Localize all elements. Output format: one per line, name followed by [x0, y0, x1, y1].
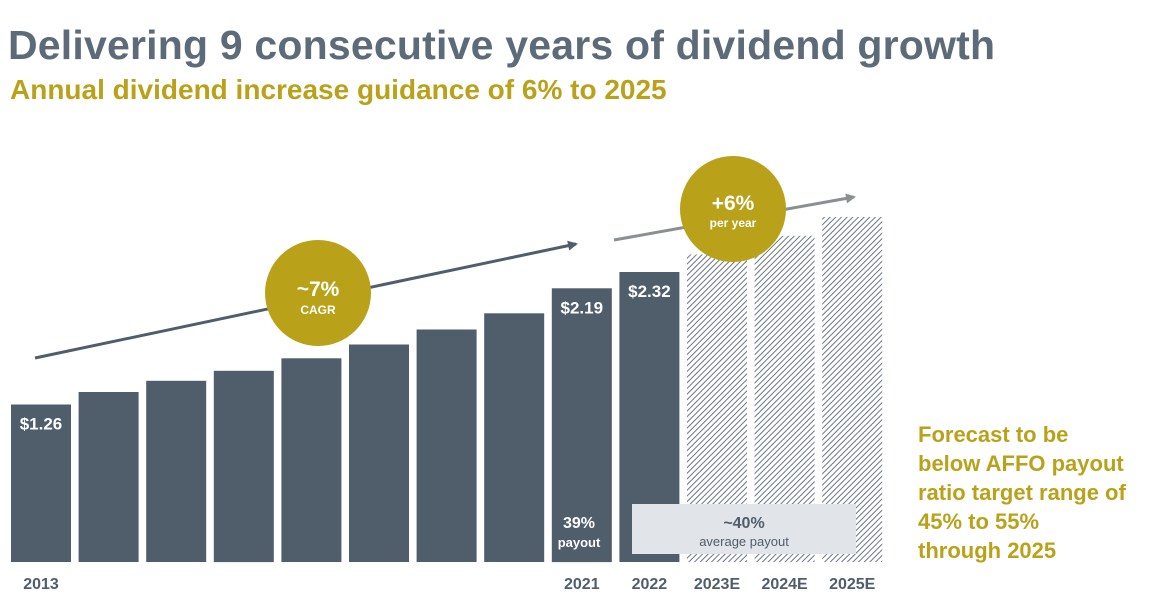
cagr-value: ~7%	[297, 278, 340, 301]
x-tick-label: 2022	[632, 576, 668, 593]
cagr-badge-circle	[265, 240, 371, 346]
forecast-note-line: 45% to 55%	[918, 509, 1040, 534]
x-tick-label: 2024E	[761, 576, 808, 593]
bar-2019	[416, 329, 477, 562]
slide-subtitle: Annual dividend increase guidance of 6% …	[10, 74, 667, 105]
forecast-note-line: Forecast to be	[918, 422, 1069, 447]
bar-2016	[213, 370, 274, 563]
payout-2021-label: payout	[558, 535, 601, 550]
x-tick-label: 2023E	[694, 576, 741, 593]
cagr-label: CAGR	[300, 303, 336, 317]
forecast-note-line: below AFFO payout	[918, 451, 1124, 476]
bar-2020	[484, 313, 545, 562]
x-tick-label: 2025E	[829, 576, 876, 593]
slide-title: Delivering 9 consecutive years of divide…	[8, 22, 996, 68]
forecast-note: Forecast to be below AFFO payout ratio t…	[918, 420, 1168, 565]
payout-2021-value: 39%	[563, 515, 595, 532]
growth-badge: +6% per year	[680, 156, 786, 262]
forecast-note-line: ratio target range of	[918, 480, 1126, 505]
bar-2018	[349, 344, 409, 562]
avg-payout-box-bg	[632, 504, 856, 554]
growth-value: +6%	[712, 192, 755, 215]
bar-value-label: $1.26	[20, 415, 63, 434]
growth-label: per year	[710, 216, 757, 230]
avg-payout-box: ~40% average payout	[632, 504, 856, 554]
cagr-badge: ~7% CAGR	[265, 240, 371, 346]
avg-payout-label: average payout	[699, 534, 789, 549]
growth-badge-circle	[680, 156, 786, 262]
bar-value-label: $2.32	[628, 282, 671, 301]
forecast-note-line: through 2025	[918, 538, 1057, 563]
bar-value-label: $2.19	[561, 298, 604, 317]
bar-2015	[146, 380, 207, 562]
bar-2014	[78, 392, 139, 562]
x-tick-label: 2013	[23, 576, 59, 593]
avg-payout-value: ~40%	[723, 515, 764, 532]
bar-2021	[551, 288, 612, 563]
bar-2013	[11, 404, 71, 562]
bar-2017	[281, 358, 342, 562]
x-tick-label: 2021	[564, 576, 600, 593]
